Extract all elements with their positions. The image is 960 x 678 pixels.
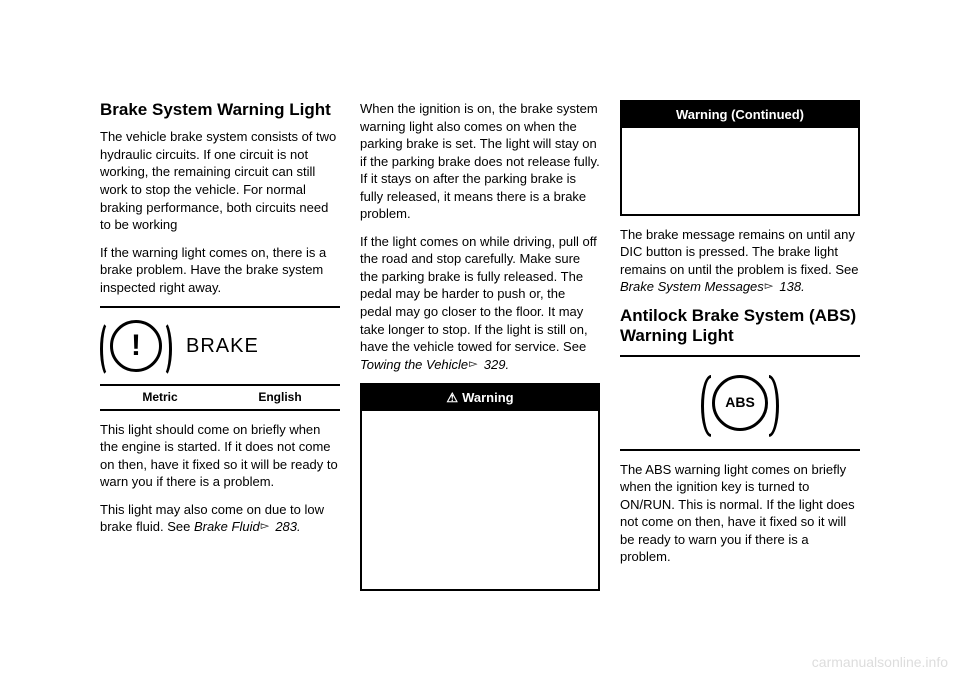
driving-brake-text: If the light comes on while driving, pul…: [360, 233, 600, 373]
driving-prefix: If the light comes on while driving, pul…: [360, 234, 597, 354]
reference-icon: [469, 359, 479, 369]
watermark: carmanualsonline.info: [812, 654, 948, 670]
abs-light-icon: ABS: [712, 375, 768, 431]
abs-light-figure: ABS: [620, 355, 860, 451]
abs-heading: Antilock Brake System (ABS) Warning Ligh…: [620, 306, 860, 347]
brake-messages-link: Brake System Messages: [620, 279, 764, 294]
brake-label: BRAKE: [186, 333, 259, 360]
warning-box: ⚠ Warning The brake system might not be …: [360, 383, 600, 591]
brake-fluid-text: This light may also come on due to low b…: [100, 501, 340, 536]
brake-warning-text: If the warning light comes on, there is …: [100, 244, 340, 297]
warning-label: Warning: [462, 389, 514, 407]
brake-light-figure: ! BRAKE: [100, 306, 340, 386]
dic-message-text: The brake message remains on until any D…: [620, 226, 860, 296]
ignition-brake-text: When the ignition is on, the brake syste…: [360, 100, 600, 223]
column-3: Warning (Continued) Do not drive the veh…: [620, 100, 860, 601]
brake-fluid-page: 283.: [272, 519, 301, 534]
brake-intro-text: The vehicle brake system consists of two…: [100, 128, 340, 233]
brake-startup-text: This light should come on briefly when t…: [100, 421, 340, 491]
dic-prefix: The brake message remains on until any D…: [620, 227, 858, 277]
warning-header: ⚠ Warning: [362, 385, 598, 411]
warning-body: The brake system might not be working pr…: [362, 411, 598, 567]
metric-label: Metric: [100, 389, 220, 405]
english-label: English: [220, 389, 340, 405]
abs-label: ABS: [725, 393, 755, 412]
warning-continued-box: Warning (Continued) Do not drive the veh…: [620, 100, 860, 216]
brake-fluid-link: Brake Fluid: [194, 519, 260, 534]
column-2: When the ignition is on, the brake syste…: [360, 100, 600, 601]
towing-page: 329.: [480, 357, 509, 372]
warning-continued-body: Do not drive the vehicle if the brake sy…: [622, 128, 858, 214]
brake-warning-heading: Brake System Warning Light: [100, 100, 340, 120]
metric-english-row: Metric English: [100, 386, 340, 410]
exclamation-icon: !: [131, 326, 141, 367]
reference-icon: [765, 281, 775, 291]
brake-messages-page: 138.: [776, 279, 805, 294]
reference-icon: [261, 521, 271, 531]
warning-continued-header: Warning (Continued): [622, 102, 858, 128]
abs-description-text: The ABS warning light comes on briefly w…: [620, 461, 860, 566]
column-1: Brake System Warning Light The vehicle b…: [100, 100, 340, 601]
warning-continued: (Continued): [362, 567, 598, 589]
warning-triangle-icon: ⚠: [446, 389, 458, 407]
manual-page: Brake System Warning Light The vehicle b…: [100, 0, 860, 601]
brake-light-icon: !: [110, 320, 162, 372]
towing-link: Towing the Vehicle: [360, 357, 468, 372]
